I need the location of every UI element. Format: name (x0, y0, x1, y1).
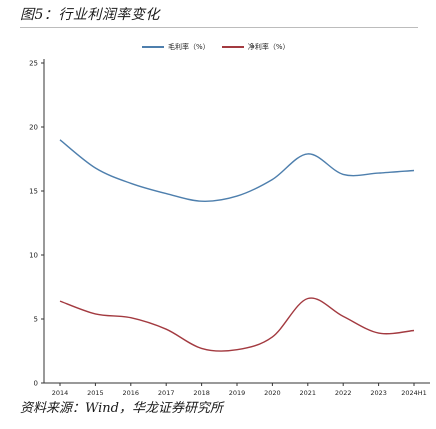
x-tick-label-2016: 2016 (123, 389, 140, 397)
x-tick-label-2022: 2022 (335, 389, 352, 397)
y-tick-label-25: 25 (29, 60, 38, 68)
x-tick-label-2023: 2023 (370, 389, 387, 397)
x-tick-label-2014: 2014 (52, 389, 69, 397)
legend-label-gross-margin: 毛利率（%） (168, 43, 210, 51)
x-tick-label-2021: 2021 (300, 389, 317, 397)
legend-swatch-net-margin (221, 46, 244, 48)
x-tick-label-2020: 2020 (264, 389, 281, 397)
legend-label-net-margin: 净利率（%） (247, 43, 290, 51)
title-divider (20, 27, 418, 28)
y-tick-label-5: 5 (34, 316, 38, 324)
legend-swatch-gross-margin (142, 46, 164, 48)
x-tick-label-2015: 2015 (87, 389, 104, 397)
y-tick-label-15: 15 (29, 188, 38, 196)
x-tick-label-2017: 2017 (158, 389, 175, 397)
y-tick-label-0: 0 (34, 380, 38, 388)
legend-item-net-margin: 净利率（%） (221, 42, 290, 52)
source-note: 资料来源：Wind，华龙证券研究所 (20, 397, 223, 416)
figure-title: 图5：行业利润率变化 (20, 7, 160, 23)
x-tick-label-2019: 2019 (229, 389, 246, 397)
y-tick-label-20: 20 (29, 124, 38, 132)
legend-item-gross-margin: 毛利率（%） (142, 42, 210, 52)
chart-legend: 毛利率（%） 净利率（%） (142, 42, 300, 52)
series-line-gross-margin (59, 139, 415, 202)
y-tick-label-10: 10 (29, 252, 38, 260)
source-text: 资料来源：Wind，华龙证券研究所 (20, 401, 223, 416)
x-tick-label-2018: 2018 (193, 389, 210, 397)
series-line-net-margin (59, 297, 415, 352)
x-tick-label-2024H1: 2024H1 (401, 389, 427, 397)
